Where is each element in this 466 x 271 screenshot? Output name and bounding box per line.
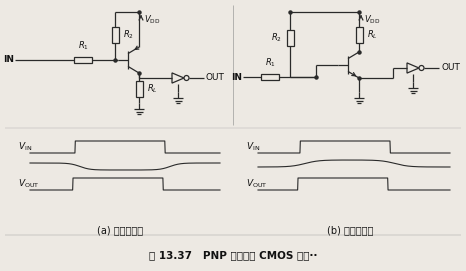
Text: $R_2$: $R_2$ bbox=[271, 32, 282, 44]
Text: $V_{\rm DD}$: $V_{\rm DD}$ bbox=[364, 14, 380, 27]
Text: $R_2$: $R_2$ bbox=[123, 29, 134, 41]
Bar bbox=[111, 27, 118, 43]
Text: $R_L$: $R_L$ bbox=[147, 83, 158, 95]
Text: OUT: OUT bbox=[441, 63, 460, 73]
Bar bbox=[356, 27, 363, 43]
Text: OUT: OUT bbox=[206, 73, 225, 82]
Text: $V_{\rm OUT}$: $V_{\rm OUT}$ bbox=[18, 178, 40, 190]
Text: (a) 发射极接地: (a) 发射极接地 bbox=[97, 225, 143, 235]
Text: 图 13.37   PNP 晶体管与 CMOS 的接··: 图 13.37 PNP 晶体管与 CMOS 的接·· bbox=[149, 250, 317, 260]
Text: $V_{\rm OUT}$: $V_{\rm OUT}$ bbox=[246, 178, 267, 190]
Bar bbox=[261, 74, 279, 80]
Text: $V_{\rm IN}$: $V_{\rm IN}$ bbox=[246, 141, 260, 153]
Bar bbox=[74, 57, 92, 63]
Text: $R_1$: $R_1$ bbox=[265, 56, 275, 69]
Bar bbox=[136, 81, 143, 97]
Text: $R_L$: $R_L$ bbox=[367, 29, 378, 41]
Text: IN: IN bbox=[231, 73, 242, 82]
Text: (b) 射极跟随器: (b) 射极跟随器 bbox=[327, 225, 373, 235]
Text: IN: IN bbox=[3, 56, 14, 64]
Bar bbox=[287, 30, 294, 46]
Text: $V_{\rm IN}$: $V_{\rm IN}$ bbox=[18, 141, 32, 153]
Text: $R_1$: $R_1$ bbox=[77, 40, 89, 52]
Text: $V_{\rm DD}$: $V_{\rm DD}$ bbox=[144, 14, 160, 27]
